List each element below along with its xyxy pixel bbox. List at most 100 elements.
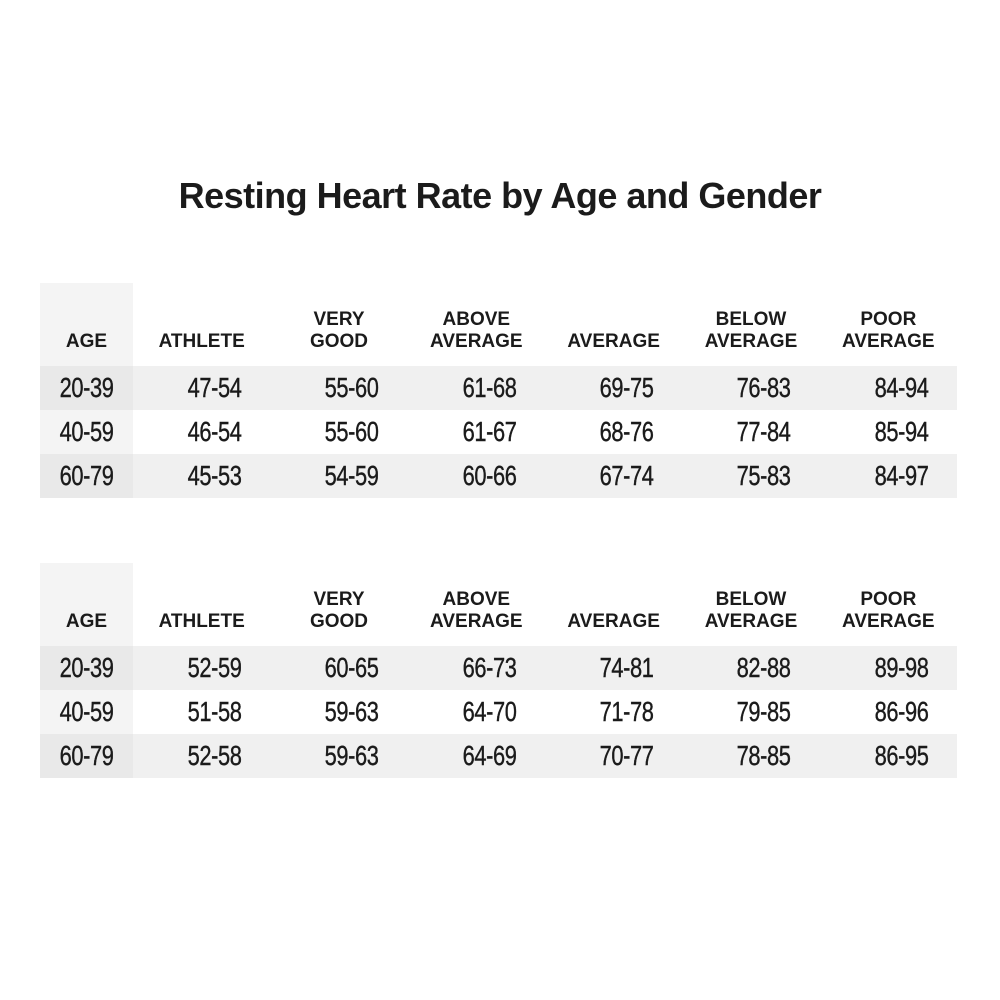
cell-value: 45-53 <box>187 460 243 491</box>
cell-value: 61-68 <box>462 372 517 403</box>
age-range-cell: 60-79 <box>40 454 133 498</box>
heart-rate-range-cell: 84-97 <box>819 454 957 498</box>
table-row: 60-79 52-58 59-63 64-69 70-77 78-85 86-95 <box>40 734 957 778</box>
age-range-cell: 20-39 <box>40 366 133 410</box>
column-header-below-average: BELOW AVERAGE <box>682 283 820 366</box>
heart-rate-range-cell: 47-54 <box>133 366 271 410</box>
cell-value: 70-77 <box>599 740 655 771</box>
heart-rate-range-cell: 71-78 <box>544 690 683 734</box>
cell-value: 60-65 <box>325 652 380 683</box>
cell-value: 60-79 <box>59 740 114 771</box>
cell-value: 20-39 <box>59 372 114 403</box>
heart-rate-range-cell: 66-73 <box>407 646 545 690</box>
heart-rate-range-cell: 51-58 <box>133 690 271 734</box>
age-range-cell: 60-79 <box>40 734 133 778</box>
cell-value: 76-83 <box>737 372 792 403</box>
cell-value: 40-59 <box>59 696 114 727</box>
column-header-poor-average: POOR AVERAGE <box>819 283 957 366</box>
column-header-poor-average: POOR AVERAGE <box>819 563 957 646</box>
cell-value: 54-59 <box>325 460 380 491</box>
age-range-cell: 40-59 <box>40 410 133 454</box>
heart-rate-range-cell: 46-54 <box>133 410 271 454</box>
cell-value: 86-96 <box>874 696 929 727</box>
tables-container: AGE ATHLETE VERY GOOD ABOVE AVERAGE AVERAGE B… <box>40 283 957 778</box>
column-header-age: AGE <box>40 563 133 646</box>
cell-value: 55-60 <box>325 416 380 447</box>
heart-rate-range-cell: 61-67 <box>407 410 545 454</box>
cell-value: 84-94 <box>874 372 929 403</box>
cell-value: 85-94 <box>874 416 929 447</box>
column-header-very-good: VERY GOOD <box>270 283 408 366</box>
cell-value: 20-39 <box>59 652 114 683</box>
header-row: AGE ATHLETE VERY GOOD ABOVE AVERAGE AVERAGE B… <box>40 563 957 646</box>
cell-value: 68-76 <box>599 416 655 447</box>
heart-rate-range-cell: 85-94 <box>819 410 957 454</box>
age-range-cell: 40-59 <box>40 690 133 734</box>
cell-value: 60-79 <box>59 460 114 491</box>
cell-value: 52-58 <box>187 740 243 771</box>
cell-value: 46-54 <box>187 416 243 447</box>
heart-rate-range-cell: 52-58 <box>133 734 271 778</box>
heart-rate-range-cell: 84-94 <box>819 366 957 410</box>
heart-rate-range-cell: 61-68 <box>407 366 545 410</box>
heart-rate-range-cell: 52-59 <box>133 646 271 690</box>
cell-value: 61-67 <box>462 416 517 447</box>
column-header-very-good: VERY GOOD <box>270 563 408 646</box>
heart-rate-range-cell: 89-98 <box>819 646 957 690</box>
heart-rate-range-cell: 67-74 <box>544 454 683 498</box>
column-header-above-average: ABOVE AVERAGE <box>407 283 545 366</box>
header-row: AGE ATHLETE VERY GOOD ABOVE AVERAGE AVERAGE B… <box>40 283 957 366</box>
heart-rate-range-cell: 60-66 <box>407 454 545 498</box>
column-header-below-average: BELOW AVERAGE <box>682 563 820 646</box>
heart-rate-range-cell: 55-60 <box>270 410 408 454</box>
heart-rate-range-cell: 59-63 <box>270 734 408 778</box>
heart-rate-range-cell: 75-83 <box>682 454 820 498</box>
heart-rate-range-cell: 77-84 <box>682 410 820 454</box>
page-title: Resting Heart Rate by Age and Gender <box>178 175 822 216</box>
heart-rate-range-cell: 74-81 <box>544 646 683 690</box>
cell-value: 75-83 <box>737 460 792 491</box>
heart-rate-range-cell: 64-70 <box>407 690 545 734</box>
age-range-cell: 20-39 <box>40 646 133 690</box>
cell-value: 67-74 <box>599 460 655 491</box>
heart-rate-range-cell: 69-75 <box>544 366 683 410</box>
cell-value: 66-73 <box>462 652 517 683</box>
column-header-age: AGE <box>40 283 133 366</box>
cell-value: 69-75 <box>599 372 655 403</box>
cell-value: 47-54 <box>187 372 243 403</box>
heart-rate-range-cell: 86-95 <box>819 734 957 778</box>
cell-value: 59-63 <box>325 696 380 727</box>
cell-value: 84-97 <box>874 460 929 491</box>
heart-rate-range-cell: 68-76 <box>544 410 683 454</box>
table-row: 40-59 46-54 55-60 61-67 68-76 77-84 85-94 <box>40 410 957 454</box>
heart-rate-range-cell: 76-83 <box>682 366 820 410</box>
cell-value: 51-58 <box>187 696 243 727</box>
cell-value: 40-59 <box>59 416 114 447</box>
cell-value: 64-69 <box>462 740 517 771</box>
heart-rate-range-cell: 54-59 <box>270 454 408 498</box>
cell-value: 55-60 <box>325 372 380 403</box>
cell-value: 82-88 <box>737 652 792 683</box>
heart-rate-range-cell: 78-85 <box>682 734 820 778</box>
heart-rate-range-cell: 86-96 <box>819 690 957 734</box>
column-header-athlete: ATHLETE <box>133 563 271 646</box>
cell-value: 64-70 <box>462 696 517 727</box>
column-header-above-average: ABOVE AVERAGE <box>407 563 545 646</box>
table-row: 20-39 52-59 60-65 66-73 74-81 82-88 89-98 <box>40 646 957 690</box>
heart-rate-range-cell: 59-63 <box>270 690 408 734</box>
heart-rate-range-cell: 82-88 <box>682 646 820 690</box>
heart-rate-table-1: AGE ATHLETE VERY GOOD ABOVE AVERAGE AVERAGE B… <box>40 283 957 498</box>
cell-value: 86-95 <box>874 740 929 771</box>
column-header-athlete: ATHLETE <box>133 283 271 366</box>
table-row: 60-79 45-53 54-59 60-66 67-74 75-83 84-97 <box>40 454 957 498</box>
heart-rate-range-cell: 45-53 <box>133 454 271 498</box>
heart-rate-range-cell: 79-85 <box>682 690 820 734</box>
heart-rate-table-2: AGE ATHLETE VERY GOOD ABOVE AVERAGE AVERAGE B… <box>40 563 957 778</box>
table-row: 20-39 47-54 55-60 61-68 69-75 76-83 84-94 <box>40 366 957 410</box>
heart-rate-range-cell: 55-60 <box>270 366 408 410</box>
heart-rate-range-cell: 70-77 <box>544 734 683 778</box>
cell-value: 74-81 <box>599 652 655 683</box>
cell-value: 59-63 <box>325 740 380 771</box>
cell-value: 71-78 <box>599 696 655 727</box>
